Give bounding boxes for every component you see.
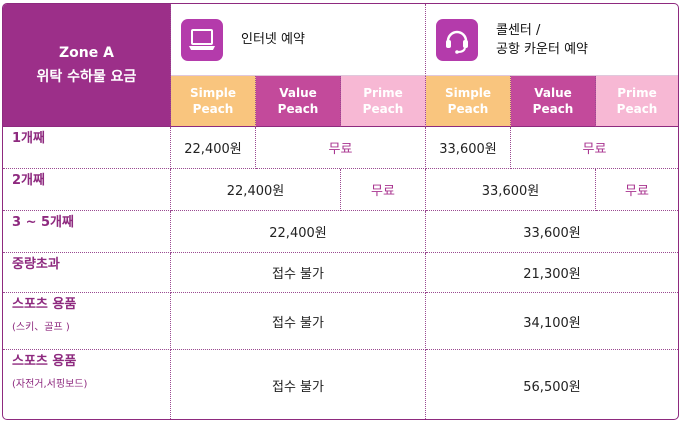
internet-booking-title: 인터넷 예약	[241, 32, 305, 47]
fee-cell-free: 무료	[596, 169, 678, 211]
fee-cell-free: 무료	[341, 169, 426, 211]
headset-icon	[436, 18, 478, 61]
fee-cell: 22,400원	[171, 169, 341, 211]
call-center-title-line2: 공항 카운터 예약	[496, 41, 588, 57]
fee-cell: 22,400원	[171, 211, 426, 253]
row-label-1st-bag: 1개째	[3, 127, 171, 169]
call-center-title-line1: 콜센터 /	[496, 22, 541, 38]
zone-subtitle: 위탁 수하물 요금	[36, 69, 137, 85]
fee-cell: 접수 불가	[171, 293, 426, 350]
fee-cell: 56,500원	[523, 380, 581, 395]
row-label-sports-bike-surf: 스포츠 용품 (자전거,서핑보드)	[3, 350, 171, 419]
laptop-icon	[181, 18, 223, 61]
internet-simple-peach-header: Simple Peach	[171, 76, 256, 127]
call-prime-peach-header: Prime Peach	[596, 76, 678, 127]
fee-cell: 33,600원	[426, 127, 511, 169]
row-label-2nd-bag: 2개째	[3, 169, 171, 211]
fee-cell: 33,600원	[426, 211, 678, 253]
row-label-overweight: 중량초과	[3, 253, 171, 293]
fee-cell: 접수 불가	[171, 350, 426, 419]
fee-cell: 21,300원	[426, 253, 678, 293]
internet-booking-header: 인터넷 예약	[171, 4, 426, 76]
row-label-3-5-bags: 3 ~ 5개째	[3, 211, 171, 253]
internet-prime-peach-header: Prime Peach	[341, 76, 426, 127]
fee-cell: 접수 불가	[171, 253, 426, 293]
fee-cell-free: 무료	[256, 127, 426, 169]
call-simple-peach-header: Simple Peach	[426, 76, 511, 127]
fee-cell-free: 무료	[511, 127, 678, 169]
row-label-sports-ski-golf: 스포츠 용품 (스키、골프 )	[3, 293, 171, 350]
fee-cell: 34,100원	[426, 293, 678, 350]
call-center-header: 콜센터 / 공항 카운터 예약	[426, 4, 678, 76]
fee-cell: 33,600원	[426, 169, 596, 211]
zone-title: Zone A	[59, 45, 114, 61]
baggage-fee-table: Zone A 위탁 수하물 요금 인터넷 예약	[2, 3, 679, 420]
zone-header: Zone A 위탁 수하물 요금	[3, 4, 171, 127]
call-value-peach-header: Value Peach	[511, 76, 596, 127]
fee-cell: 22,400원	[171, 127, 256, 169]
internet-value-peach-header: Value Peach	[256, 76, 341, 127]
